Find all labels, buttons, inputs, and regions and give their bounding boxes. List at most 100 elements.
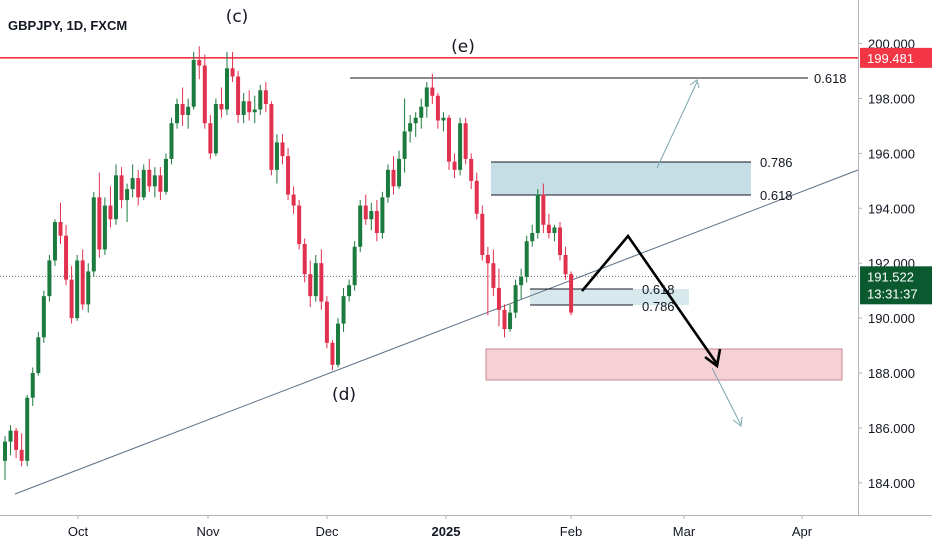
candle: [502, 304, 507, 338]
candle: [408, 114, 413, 143]
fib-label-top: 0.618: [814, 71, 847, 86]
candle: [496, 268, 501, 327]
overlay-layer: (c) (e) (d) 0.618 0.786 0.618 0.618 0.786: [226, 7, 847, 427]
candle: [474, 172, 479, 220]
candle-body: [397, 158, 402, 187]
candle-body: [274, 142, 279, 170]
candle: [435, 93, 440, 129]
candle: [36, 331, 41, 376]
candle-body: [358, 205, 363, 247]
candle: [308, 260, 313, 308]
candle-body: [8, 430, 13, 442]
candle: [147, 158, 152, 192]
candle-body: [269, 103, 274, 170]
candle-body: [363, 205, 368, 220]
plot-area: [0, 0, 858, 515]
wave-label-e: (e): [451, 37, 475, 57]
candle: [336, 318, 340, 368]
candle: [463, 117, 468, 165]
y-tick-label: 194.000: [868, 201, 915, 216]
fib-zone-upper: [491, 162, 751, 195]
candle-body: [302, 243, 307, 275]
candle-body: [286, 156, 291, 195]
candle: [25, 394, 30, 467]
candle: [114, 164, 118, 225]
candle-body: [391, 169, 396, 187]
candle-body: [202, 65, 207, 124]
candle-body: [430, 87, 435, 96]
candle-body: [58, 222, 63, 236]
candle: [441, 112, 446, 132]
candle: [324, 296, 329, 349]
candle-body: [47, 260, 52, 297]
candle: [241, 93, 246, 124]
candle: [558, 222, 562, 261]
candle: [480, 205, 485, 261]
candle-body: [380, 197, 385, 234]
candle-body: [130, 178, 135, 190]
x-tick-label: Apr: [792, 524, 813, 539]
candle: [208, 114, 213, 159]
candle-body: [419, 106, 424, 118]
last-price-tag: [860, 266, 932, 305]
x-tick-label: Feb: [560, 524, 582, 539]
candle: [274, 134, 279, 184]
candle: [347, 279, 352, 302]
candle-body: [186, 106, 191, 115]
candle: [541, 183, 546, 234]
candle: [197, 46, 202, 80]
candle: [14, 427, 19, 459]
candle-body: [114, 175, 118, 220]
candle: [80, 249, 85, 310]
candle: [391, 156, 396, 195]
candle: [158, 167, 163, 201]
candle: [52, 219, 57, 266]
y-tick-label: 190.000: [868, 311, 915, 326]
candle: [313, 254, 318, 302]
candle-body: [208, 123, 213, 154]
candle-body: [546, 224, 551, 234]
candle: [97, 172, 102, 258]
candle-body: [141, 169, 146, 198]
candle-body: [30, 373, 35, 398]
candle: [280, 134, 285, 165]
candle: [397, 150, 402, 190]
candle-body: [80, 260, 85, 305]
candle-body: [152, 175, 157, 187]
candle-body: [336, 323, 340, 365]
candle: [363, 194, 368, 225]
candle: [286, 147, 291, 201]
candle-body: [513, 285, 518, 313]
candle: [291, 186, 296, 214]
candle-body: [86, 271, 91, 305]
candle: [69, 265, 74, 324]
projection-arrow-up: [656, 81, 698, 169]
candle: [152, 167, 157, 198]
candle-body: [247, 101, 252, 113]
fib-label-upper-786: 0.786: [760, 155, 793, 170]
candle: [358, 200, 363, 253]
candle-body: [280, 142, 285, 157]
candle: [252, 95, 257, 124]
candle-body: [102, 205, 107, 250]
candle: [469, 153, 474, 190]
candle: [258, 84, 263, 115]
candles-layer: [3, 46, 574, 481]
candle-body: [252, 109, 257, 113]
fib-label-lower-618: 0.618: [642, 282, 675, 297]
candle: [319, 249, 324, 310]
candle-body: [458, 123, 463, 170]
candle-body: [374, 211, 379, 234]
candle: [136, 169, 141, 206]
candle: [219, 87, 224, 118]
candle-body: [241, 101, 246, 115]
candle-body: [569, 274, 574, 313]
candle: [125, 183, 130, 223]
x-tick-label: Mar: [673, 524, 696, 539]
candle: [236, 71, 241, 124]
candle-body: [519, 276, 524, 286]
resistance-price-tag-text: 199.481: [867, 51, 914, 66]
candle: [485, 246, 490, 316]
y-tick-label: 188.000: [868, 366, 915, 381]
